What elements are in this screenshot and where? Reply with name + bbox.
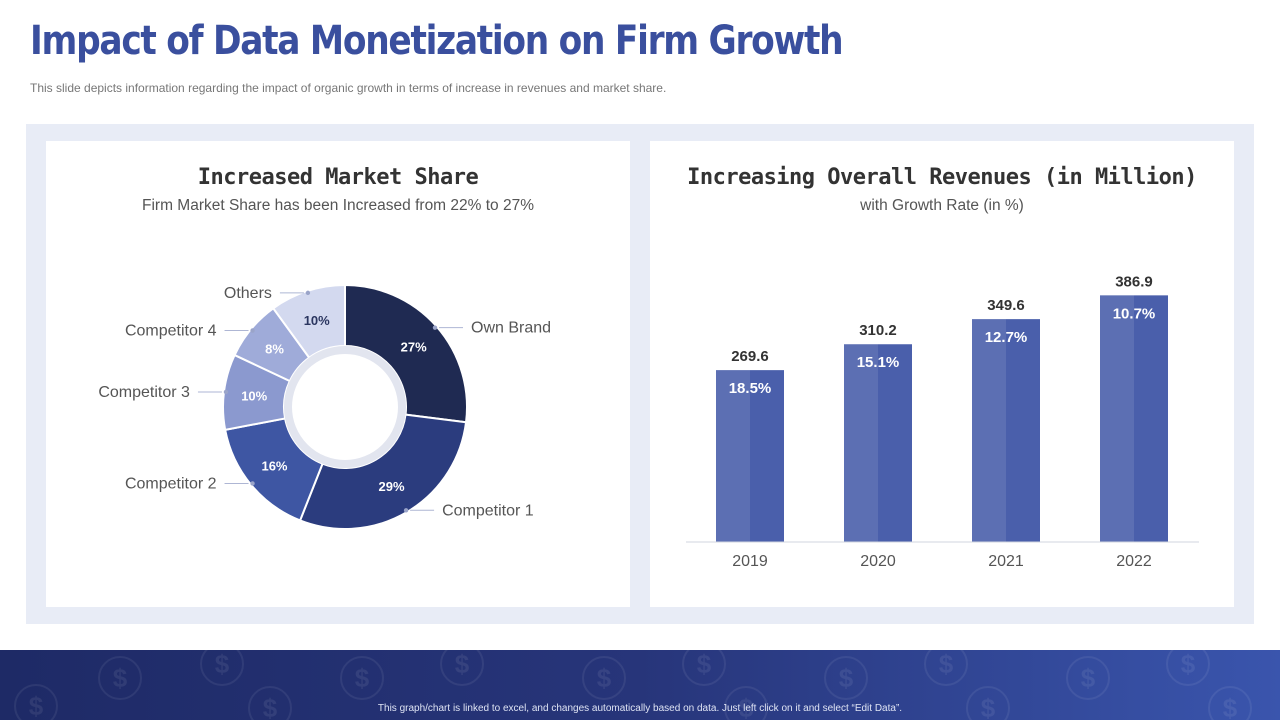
x-tick-label-2021: 2021 xyxy=(988,553,1024,570)
leader-dot xyxy=(305,290,311,296)
dollar-coin-icon: $ xyxy=(200,650,244,686)
revenue-subtitle: with Growth Rate (in %) xyxy=(860,197,1024,214)
legend-label-competitor-2: Competitor 2 xyxy=(125,475,217,492)
leader-dot xyxy=(250,328,255,333)
legend-label-others: Others xyxy=(224,285,272,302)
bar-value-label-2021: 349.6 xyxy=(987,297,1025,314)
market-share-panel: Increased Market Share Firm Market Share… xyxy=(46,141,630,607)
market-share-subtitle: Firm Market Share has been Increased fro… xyxy=(142,197,534,214)
bar-value-label-2019: 269.6 xyxy=(731,348,769,365)
legend-label-competitor-1: Competitor 1 xyxy=(442,502,534,519)
dollar-coin-icon: $ xyxy=(724,686,768,720)
donut-center xyxy=(284,346,406,468)
x-tick-label-2019: 2019 xyxy=(732,553,768,570)
bar-highlight xyxy=(1100,295,1134,542)
dollar-coin-icon: $ xyxy=(248,686,292,720)
leader-dot xyxy=(250,481,255,486)
revenue-panel: Increasing Overall Revenues (in Million)… xyxy=(650,141,1234,607)
bar-value-label-2020: 310.2 xyxy=(859,322,897,339)
slice-percent-competitor-4: 8% xyxy=(265,342,284,357)
revenue-bar-2019[interactable] xyxy=(716,370,784,542)
bar-highlight xyxy=(716,370,750,542)
growth-rate-label-2022: 10.7% xyxy=(1113,305,1156,322)
bar-value-label-2022: 386.9 xyxy=(1115,273,1153,290)
revenue-bar-chart[interactable]: 269.6 18.5% 2019 310.2 15.1% 2020 349.6 12.7% 20… xyxy=(650,141,1234,607)
leader-dot xyxy=(432,325,438,330)
page-subtitle: This slide depicts information regarding… xyxy=(30,81,667,95)
growth-rate-label-2021: 12.7% xyxy=(985,329,1028,346)
growth-rate-label-2019: 18.5% xyxy=(729,380,772,397)
growth-rate-label-2020: 15.1% xyxy=(857,354,900,371)
legend-label-competitor-3: Competitor 3 xyxy=(98,384,190,401)
footer-banner: $ $ $ $ $ $ $ $ $ $ $ $ $ $ $ This graph… xyxy=(0,650,1280,720)
market-share-title: Increased Market Share xyxy=(197,165,479,190)
dollar-coin-icon: $ xyxy=(1208,686,1252,720)
dollar-coin-icon: $ xyxy=(582,656,626,700)
revenue-bar-2021[interactable] xyxy=(972,319,1040,542)
slice-percent-competitor-3: 10% xyxy=(241,389,267,404)
dollar-coin-icon: $ xyxy=(966,686,1010,720)
market-share-donut-chart[interactable]: 27% Own Brand 29% Competitor 1 16% Competitor… xyxy=(46,141,630,607)
leader-dot xyxy=(223,389,229,395)
legend-label-competitor-4: Competitor 4 xyxy=(125,323,217,340)
dollar-coin-icon: $ xyxy=(1066,656,1110,700)
footer-note: This graph/chart is linked to excel, and… xyxy=(377,703,903,714)
slice-percent-own-brand: 27% xyxy=(401,339,427,354)
bar-highlight xyxy=(844,344,878,542)
dollar-coin-icon: $ xyxy=(1166,650,1210,686)
dollar-coin-icon: $ xyxy=(924,650,968,686)
dollar-coin-icon: $ xyxy=(824,656,868,700)
slice-percent-competitor-1: 29% xyxy=(379,479,405,494)
dollar-coin-icon: $ xyxy=(98,656,142,700)
x-tick-label-2020: 2020 xyxy=(860,553,896,570)
dollar-coin-icon: $ xyxy=(14,684,58,720)
slice-percent-competitor-2: 16% xyxy=(261,458,287,473)
dollar-coin-icon: $ xyxy=(340,656,384,700)
revenue-bar-2020[interactable] xyxy=(844,344,912,542)
bar-highlight xyxy=(972,319,1006,542)
page-title: Impact of Data Monetization on Firm Grow… xyxy=(30,18,844,64)
x-tick-label-2022: 2022 xyxy=(1116,553,1152,570)
revenue-title: Increasing Overall Revenues (in Million) xyxy=(687,165,1197,190)
leader-dot xyxy=(403,508,409,513)
dollar-coin-icon: $ xyxy=(440,650,484,686)
revenue-bar-2022[interactable] xyxy=(1100,295,1168,542)
dollar-coin-icon: $ xyxy=(682,650,726,686)
legend-label-own-brand: Own Brand xyxy=(471,320,551,337)
slice-percent-others: 10% xyxy=(304,313,330,328)
